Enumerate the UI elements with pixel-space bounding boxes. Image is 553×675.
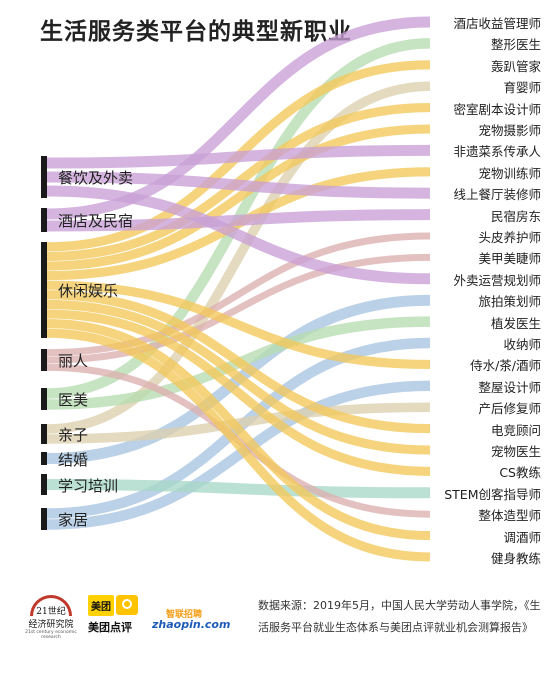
source-node-bar [41, 388, 47, 410]
flow-link [46, 479, 431, 499]
flow-link [46, 185, 431, 285]
target-node-label: 育婴师 [503, 80, 541, 96]
source-node-bar [41, 452, 47, 465]
zhaopin-logo: 智联招聘 zhaopin.com [152, 607, 230, 631]
target-node-label: 宠物训练师 [478, 165, 541, 181]
source-node-bar [41, 349, 47, 371]
source-node-label: 学习培训 [58, 476, 119, 495]
footer: 21世纪 经济研究院 21st century economic researc… [0, 585, 553, 675]
source-node-label: 丽人 [58, 352, 89, 370]
target-node-label: 整屋设计师 [478, 379, 541, 395]
source-note: 数据来源：2019年5月，中国人民大学劳动人事学院，《生活服务平台就业生态体系与… [258, 599, 541, 634]
flow-link [46, 309, 431, 476]
source-node-bar [41, 242, 47, 338]
target-node-label: 美甲美睫师 [478, 251, 541, 267]
meituan-dianping-text: 美团点评 [88, 621, 132, 634]
zhaopin-cn: 智联招聘 [166, 610, 203, 620]
target-node-label: 整体造型师 [478, 508, 541, 524]
target-node-label: 轰趴管家 [490, 58, 541, 74]
flow-link [46, 290, 431, 434]
source-node-bar [41, 508, 47, 530]
logo-21-line1: 21世纪 [36, 607, 66, 617]
target-node-label: 宠物摄影师 [478, 123, 541, 138]
target-node-label: 调酒师 [503, 529, 541, 545]
target-node-label: 侍水/茶/酒师 [470, 358, 541, 374]
source-node-label: 亲子 [58, 426, 89, 444]
source-node-label: 餐饮及外卖 [58, 169, 134, 187]
flow-link [46, 81, 431, 434]
target-node-label: 线上餐厅装修师 [453, 187, 541, 203]
flow-link [46, 171, 431, 199]
target-node-label: 非遗菜系传承人 [453, 144, 541, 160]
target-node-label: 收纳师 [503, 337, 541, 352]
page-title: 生活服务类平台的典型新职业 [40, 19, 352, 45]
source-node-label: 结婚 [58, 450, 89, 469]
source-node-bar [41, 474, 47, 495]
source-node-label: 酒店及民宿 [58, 212, 134, 230]
target-node-label: 电竞顾问 [490, 422, 541, 438]
flow-link [46, 124, 431, 271]
source-node-bar [41, 156, 47, 198]
target-node-label: 宠物医生 [490, 444, 541, 459]
target-node-label: 旅拍策划师 [478, 294, 541, 310]
target-node-label: CS教练 [499, 465, 541, 481]
source-node-bar [41, 208, 47, 232]
target-node-label: STEM创客指导师 [444, 486, 541, 502]
flow-link [46, 328, 431, 562]
source-node-bar [41, 424, 47, 444]
source-node-label: 休闲娱乐 [58, 282, 119, 300]
flow-link [46, 319, 431, 541]
sankey-diagram [41, 16, 431, 562]
dianping-icon [116, 595, 138, 615]
flow-link [46, 209, 431, 232]
target-node-label: 民宿房东 [490, 208, 541, 224]
flow-link [46, 380, 431, 530]
source-node-label: 医美 [58, 391, 89, 409]
meituan-dianping-logo: 美团 美团点评 [88, 595, 154, 635]
zhaopin-url: zhaopin.com [152, 618, 231, 631]
logo-21-line2: 经济研究院 [28, 620, 74, 630]
logo-21-line3: 21st century economic research [25, 630, 77, 640]
target-node-label: 外卖运营规划师 [453, 272, 541, 288]
target-node-label: 整形医生 [490, 37, 541, 53]
flow-link [46, 253, 431, 364]
target-node-label: 酒店收益管理师 [453, 16, 541, 31]
target-node-label: 植发医生 [490, 315, 541, 331]
source-node-label: 家居 [58, 511, 89, 529]
21st-century-logo: 21世纪 经济研究院 21st century economic researc… [22, 595, 80, 640]
target-node-label: 密室剧本设计师 [453, 101, 541, 117]
flow-link [46, 280, 431, 369]
target-node-label: 健身教练 [490, 551, 541, 566]
target-node-label: 产后修复师 [478, 401, 541, 417]
flow-link [46, 299, 431, 455]
flow-link [46, 144, 431, 169]
target-node-label: 头皮养护师 [478, 230, 541, 245]
flow-link [46, 16, 431, 220]
meituan-badge: 美团 [88, 595, 114, 616]
